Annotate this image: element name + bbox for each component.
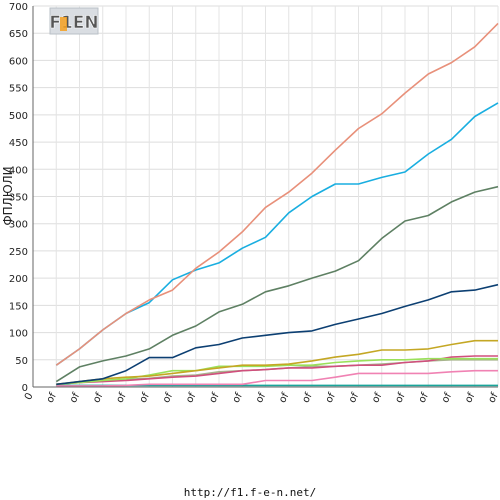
y-tick-label: 150 <box>9 301 28 312</box>
series-line-6 <box>56 357 498 386</box>
gridlines <box>32 5 499 388</box>
y-tick-label: 700 <box>9 2 28 13</box>
series-line-5 <box>56 339 498 386</box>
y-axis-label: ФПЛЮЛИ <box>1 166 15 225</box>
x-tick-label: 0 <box>23 391 36 402</box>
series-lines <box>55 22 499 387</box>
y-tick-label: 300 <box>9 220 28 231</box>
logo: F1EN <box>49 7 99 35</box>
x-tick-label: of <box>486 391 500 405</box>
series-line-3 <box>55 185 499 383</box>
y-tick-label: 550 <box>9 84 28 95</box>
y-tick-label: 200 <box>9 274 28 285</box>
footer-url: http://f1.f-e-n.net/ <box>184 486 316 499</box>
series-line-9 <box>56 369 498 387</box>
y-tick-labels: 0 50 100 150 200 250 300 350 400 450 500 550 600 650 7… <box>9 2 28 394</box>
axes <box>32 6 498 388</box>
y-tick-label: 50 <box>15 356 28 367</box>
series-line-4 <box>56 283 499 386</box>
y-tick-label: 500 <box>9 111 28 122</box>
y-tick-label: 100 <box>9 329 28 340</box>
series-line-1 <box>55 22 499 366</box>
series-line-7 <box>56 355 498 386</box>
y-tick-label: 350 <box>9 193 28 204</box>
y-tick-label: 650 <box>9 29 28 40</box>
y-tick-label: 400 <box>9 165 28 176</box>
y-tick-label: 450 <box>9 138 28 149</box>
y-tick-label: 600 <box>9 56 28 67</box>
y-tick-label: 0 <box>22 383 28 394</box>
logo-text: F1EN <box>49 13 98 33</box>
y-tick-label: 250 <box>9 247 28 258</box>
